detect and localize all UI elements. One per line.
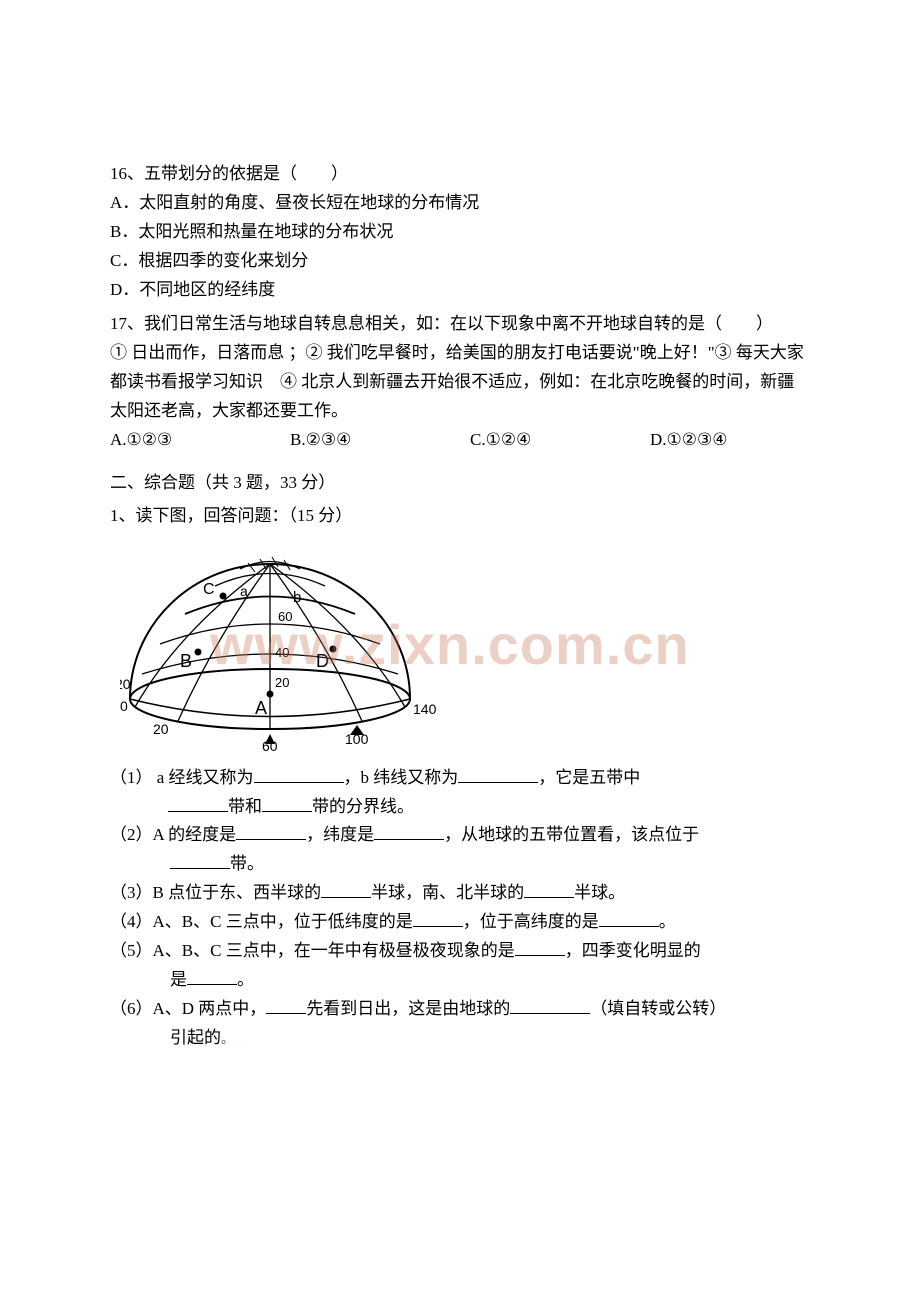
subq2-d: 带。 bbox=[230, 854, 264, 873]
question-16: 16、五带划分的依据是（ ） A．太阳直射的角度、昼夜长短在地球的分布情况 B．… bbox=[110, 160, 810, 304]
blank-icon bbox=[266, 995, 306, 1014]
subq6-a: （6）A、D 两点中， bbox=[110, 999, 266, 1018]
question-17: 17、我们日常生活与地球自转息息相关，如：在以下现象中离不开地球自转的是（ ） … bbox=[110, 310, 810, 454]
hemisphere-figure: a b A B C D 20 0 20 60 100 140 20 40 60 … bbox=[120, 539, 810, 754]
q16-stem: 16、五带划分的依据是（ ） bbox=[110, 160, 810, 189]
subq-4: （4）A、B、C 三点中，位于低纬度的是 ，位于高纬度的是 。 bbox=[110, 908, 810, 937]
q16-opt-d: D．不同地区的经纬度 bbox=[110, 276, 810, 305]
blank-icon bbox=[254, 764, 344, 783]
fig-label-B: B bbox=[180, 651, 192, 671]
subq3-b: 半球，南、北半球的 bbox=[371, 883, 524, 902]
q17-opt-d: D.①②③④ bbox=[650, 426, 728, 455]
blank-icon bbox=[262, 793, 312, 812]
q16-opt-a: A．太阳直射的角度、昼夜长短在地球的分布情况 bbox=[110, 189, 810, 218]
blank-icon bbox=[236, 822, 306, 841]
subq2-a: （2）A 的经度是 bbox=[110, 825, 236, 844]
q17-stem: 17、我们日常生活与地球自转息息相关，如：在以下现象中离不开地球自转的是（ ） bbox=[110, 310, 810, 339]
subq-6-cont: 引起的。 bbox=[110, 1024, 810, 1053]
blank-icon bbox=[187, 966, 237, 985]
subq6-b: 先看到日出，这是由地球的 bbox=[306, 999, 510, 1018]
q17-options: A.①②③ B.②③④ C.①②④ D.①②③④ bbox=[110, 426, 810, 455]
subq4-b: ，位于高纬度的是 bbox=[463, 912, 599, 931]
fig-num-140r: 140 bbox=[413, 701, 437, 717]
subq5-d: 。 bbox=[237, 970, 254, 989]
subq5-b: ，四季变化明显的 bbox=[565, 941, 701, 960]
blank-icon bbox=[170, 851, 230, 870]
blank-icon bbox=[524, 880, 574, 899]
subq4-a: （4）A、B、C 三点中，位于低纬度的是 bbox=[110, 912, 413, 931]
blank-icon bbox=[168, 793, 228, 812]
subq5-a: （5）A、B、C 三点中，在一年中有极昼极夜现象的是 bbox=[110, 941, 515, 960]
subq1-e: 带的分界线。 bbox=[312, 797, 414, 816]
subq-1: （1） a 经线又称为 ，b 纬线又称为 ，它是五带中 bbox=[110, 764, 810, 793]
blank-icon bbox=[374, 822, 444, 841]
blank-icon bbox=[510, 995, 590, 1014]
fig-num-0l: 0 bbox=[120, 698, 128, 714]
subq3-a: （3）B 点位于东、西半球的 bbox=[110, 883, 321, 902]
subq1-b: ，b 纬线又称为 bbox=[344, 768, 459, 787]
subq5-c: 是 bbox=[170, 970, 187, 989]
subq-1-cont: 带和 带的分界线。 bbox=[110, 793, 810, 822]
blank-icon bbox=[321, 880, 371, 899]
blank-icon bbox=[515, 937, 565, 956]
q16-opt-c: C．根据四季的变化来划分 bbox=[110, 247, 810, 276]
subq-5: （5）A、B、C 三点中，在一年中有极昼极夜现象的是 ，四季变化明显的 bbox=[110, 937, 810, 966]
subq-3: （3）B 点位于东、西半球的 半球，南、北半球的 半球。 bbox=[110, 879, 810, 908]
subq6-d: 引起的 bbox=[170, 1028, 221, 1047]
fig-num-100b: 100 bbox=[345, 731, 369, 747]
subq3-c: 半球。 bbox=[574, 883, 625, 902]
subq4-c: 。 bbox=[659, 912, 676, 931]
subq1-d: 带和 bbox=[228, 797, 262, 816]
subq2-c: ，从地球的五带位置看，该点位于 bbox=[444, 825, 699, 844]
q16-opt-b: B．太阳光照和热量在地球的分布状况 bbox=[110, 218, 810, 247]
fig-num-20l: 20 bbox=[120, 676, 131, 692]
subq-6: （6）A、D 两点中， 先看到日出，这是由地球的 （填自转或公转） bbox=[110, 995, 810, 1024]
subq1-c: ，它是五带中 bbox=[538, 768, 640, 787]
fig-label-C: C bbox=[203, 581, 215, 598]
section-2-q1-title: 1、读下图，回答问题：（15 分） bbox=[110, 502, 810, 531]
subq-5-cont: 是。 bbox=[110, 966, 810, 995]
q17-body: ① 日出而作，日落而息 ；② 我们吃早餐时，给美国的朋友打电话要说"晚上好！"③… bbox=[110, 339, 810, 426]
blank-icon bbox=[413, 908, 463, 927]
blank-icon bbox=[599, 908, 659, 927]
fig-num-60b: 60 bbox=[262, 738, 278, 754]
section-2-title: 二、综合题（共 3 题，33 分） bbox=[110, 469, 810, 498]
q17-opt-c: C.①②④ bbox=[470, 426, 650, 455]
blank-icon bbox=[458, 764, 538, 783]
fig-num-20b: 20 bbox=[153, 721, 169, 737]
subq-2-cont: 带。 bbox=[110, 850, 810, 879]
subq6-e: 。 bbox=[221, 1031, 234, 1046]
q17-opt-b: B.②③④ bbox=[290, 426, 470, 455]
subq6-c: （填自转或公转） bbox=[590, 999, 726, 1018]
subq2-b: ，纬度是 bbox=[306, 825, 374, 844]
watermark-text: www.zixn.com.cn bbox=[210, 597, 690, 692]
fig-label-A: A bbox=[255, 698, 267, 718]
q17-opt-a: A.①②③ bbox=[110, 426, 290, 455]
subq-2: （2）A 的经度是 ，纬度是 ，从地球的五带位置看，该点位于 bbox=[110, 821, 810, 850]
subq1-a: （1） a 经线又称为 bbox=[110, 768, 254, 787]
